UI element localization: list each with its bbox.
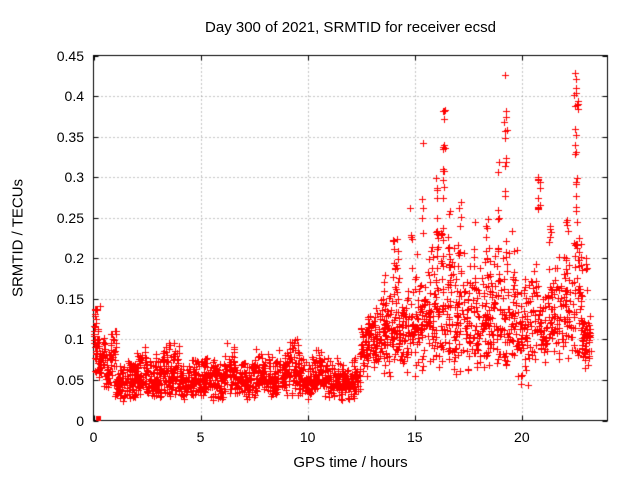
x-tick-label: 10 (299, 429, 316, 445)
x-tick-label: 20 (514, 429, 530, 445)
x-tick-label: 15 (406, 429, 423, 445)
y-tick-label: 0.4 (64, 88, 84, 105)
x-tick-label: 5 (196, 429, 205, 445)
y-axis-label-text: SRMTID / TECUs (9, 178, 27, 298)
y-tick-label: 0.25 (56, 209, 84, 226)
chart-title: Day 300 of 2021, SRMTID for receiver ecs… (205, 19, 496, 36)
x-axis-label: GPS time / hours (293, 454, 408, 471)
y-tick-label: 0.15 (56, 290, 84, 307)
y-tick-label: 0.05 (56, 371, 84, 388)
y-tick-label: 0.3 (64, 169, 84, 186)
y-tick-label: 0.35 (56, 128, 84, 145)
y-tick-label: 0.1 (64, 331, 84, 348)
x-tick-label: 0 (89, 429, 98, 445)
y-tick-label: 0.2 (64, 250, 84, 267)
y-tick-label: 0 (76, 412, 84, 429)
y-tick-label: 0.45 (56, 47, 84, 64)
